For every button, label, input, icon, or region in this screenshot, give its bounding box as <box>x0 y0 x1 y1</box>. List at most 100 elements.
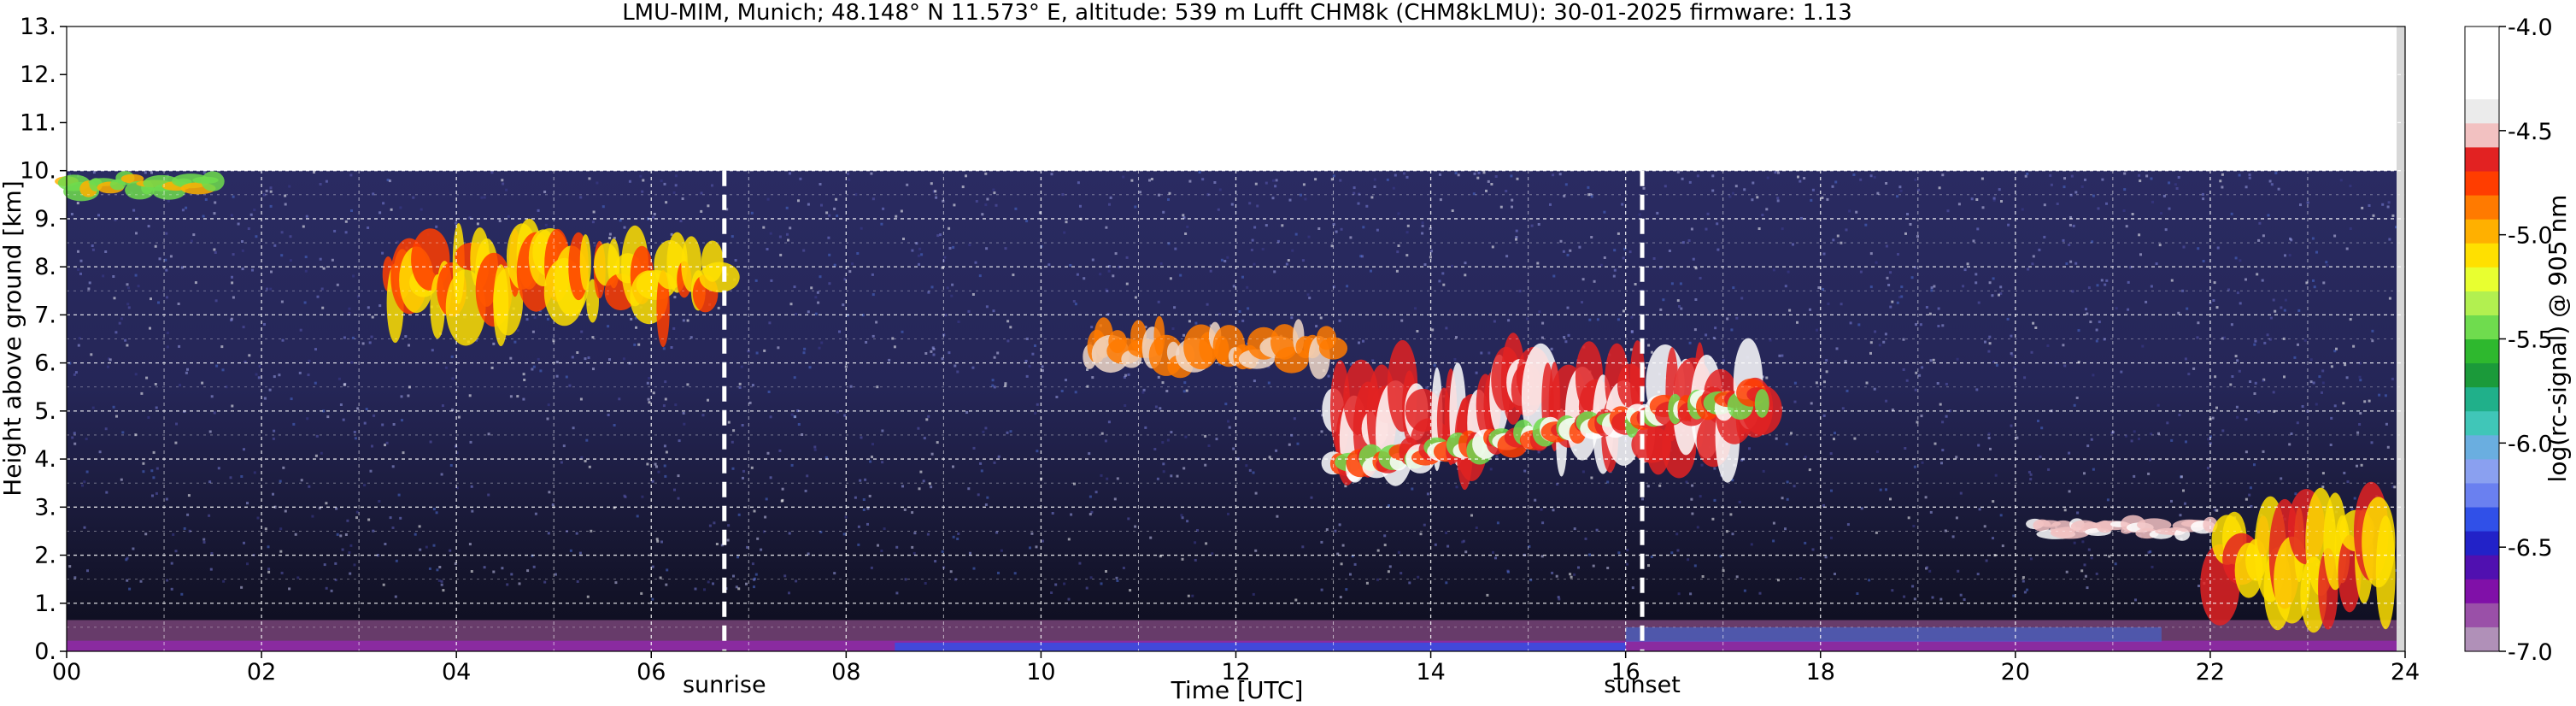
noise-speck <box>314 454 318 457</box>
noise-speck <box>740 365 743 368</box>
noise-speck <box>954 578 957 581</box>
noise-speck <box>992 188 995 191</box>
noise-speck <box>344 220 348 223</box>
noise-speck <box>2250 505 2253 508</box>
noise-speck <box>2040 427 2044 430</box>
noise-speck <box>793 415 796 418</box>
noise-speck <box>1159 407 1162 410</box>
noise-speck <box>1154 405 1158 409</box>
noise-speck <box>1685 480 1688 484</box>
noise-speck <box>1537 223 1540 226</box>
noise-speck <box>363 484 367 487</box>
noise-speck <box>1320 588 1323 591</box>
noise-speck <box>972 567 976 570</box>
noise-speck <box>368 341 372 344</box>
noise-speck <box>151 494 154 497</box>
noise-speck <box>1482 171 1486 174</box>
noise-speck <box>1552 274 1556 278</box>
noise-speck <box>948 351 951 355</box>
noise-speck <box>1464 274 1467 277</box>
noise-speck <box>2236 359 2239 362</box>
noise-speck <box>1506 570 1510 574</box>
noise-speck <box>1549 203 1552 206</box>
noise-speck <box>1941 421 1945 424</box>
noise-speck <box>646 462 649 466</box>
noise-speck <box>2248 176 2251 179</box>
noise-speck <box>1788 309 1792 312</box>
noise-speck <box>532 565 536 568</box>
noise-speck <box>1105 570 1107 573</box>
noise-speck <box>1124 404 1127 407</box>
noise-speck <box>2234 256 2238 260</box>
noise-speck <box>201 381 204 385</box>
noise-speck <box>2090 438 2093 441</box>
noise-speck <box>2063 177 2066 180</box>
noise-speck <box>280 571 284 574</box>
noise-speck <box>1855 210 1858 214</box>
noise-speck <box>778 235 782 238</box>
noise-speck <box>2221 337 2224 340</box>
noise-speck <box>1194 558 1197 562</box>
noise-speck <box>930 452 934 456</box>
noise-speck <box>1433 363 1436 367</box>
noise-speck <box>1159 555 1162 558</box>
noise-speck <box>1330 244 1334 248</box>
noise-speck <box>73 432 76 435</box>
noise-speck <box>179 384 181 387</box>
noise-speck <box>67 173 71 176</box>
noise-speck <box>172 533 175 536</box>
noise-speck <box>997 571 1000 574</box>
noise-speck <box>2123 172 2127 175</box>
noise-speck <box>737 513 741 516</box>
noise-speck <box>1705 227 1708 231</box>
noise-speck <box>1220 258 1223 262</box>
noise-speck <box>2138 438 2140 440</box>
noise-speck <box>534 512 537 515</box>
noise-speck <box>566 530 568 533</box>
noise-speck <box>1772 268 1775 272</box>
noise-speck <box>1091 258 1094 262</box>
noise-speck <box>2384 394 2387 397</box>
noise-speck <box>1349 236 1353 239</box>
noise-speck <box>1751 198 1754 202</box>
noise-speck <box>2106 498 2110 502</box>
noise-speck <box>1882 340 1886 344</box>
noise-speck <box>279 479 282 483</box>
noise-speck <box>1288 198 1292 202</box>
noise-speck <box>1339 179 1342 182</box>
noise-speck <box>1107 269 1111 273</box>
noise-speck <box>296 576 300 580</box>
noise-speck <box>118 321 121 325</box>
noise-speck <box>428 567 431 570</box>
noise-speck <box>2333 404 2337 408</box>
noise-speck <box>1992 198 1996 202</box>
noise-speck <box>314 348 317 351</box>
noise-speck <box>790 413 794 416</box>
noise-speck <box>2155 262 2158 265</box>
noise-speck <box>1590 476 1593 479</box>
noise-speck <box>1306 293 1310 297</box>
noise-speck <box>1876 191 1880 195</box>
noise-speck <box>2141 344 2145 348</box>
colorbar-tick-label: -7.0 <box>2508 639 2553 666</box>
noise-speck <box>369 469 373 473</box>
colorbar-swatch <box>2465 315 2499 340</box>
noise-speck <box>319 257 322 261</box>
noise-speck <box>2000 200 2003 203</box>
noise-speck <box>1899 189 1903 192</box>
noise-speck <box>1836 234 1840 238</box>
noise-speck <box>475 338 478 342</box>
noise-speck <box>2236 415 2239 419</box>
noise-speck <box>1290 316 1294 320</box>
noise-speck <box>174 550 178 553</box>
noise-speck <box>1738 500 1741 503</box>
noise-speck <box>1067 597 1071 601</box>
event-label-sunrise: sunrise <box>683 672 766 698</box>
noise-speck <box>2315 250 2318 254</box>
noise-speck <box>105 491 109 494</box>
noise-speck <box>824 456 828 459</box>
noise-speck <box>1373 185 1376 188</box>
noise-speck <box>1860 507 1863 510</box>
noise-speck <box>2125 225 2128 228</box>
noise-speck <box>655 538 659 541</box>
